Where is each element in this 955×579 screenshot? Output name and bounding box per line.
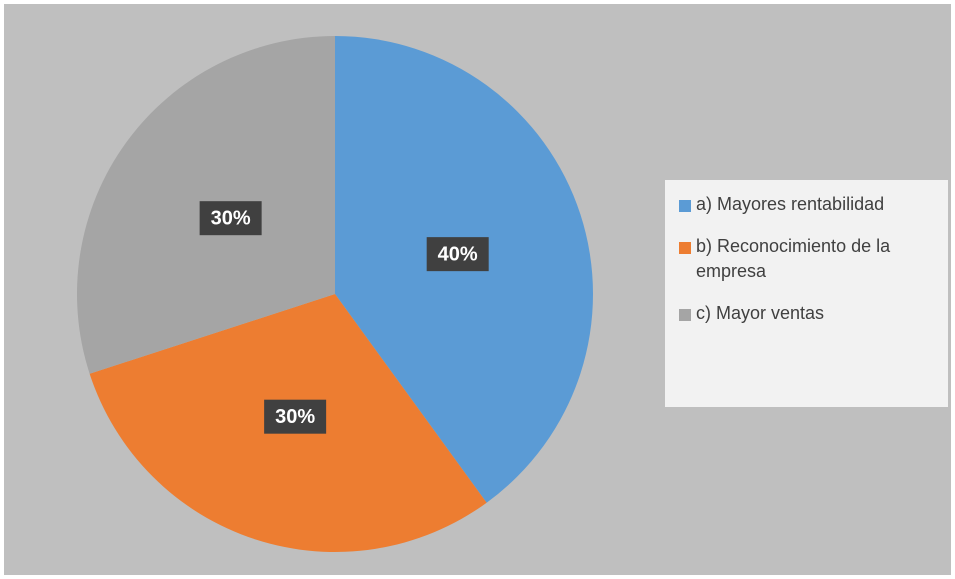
legend-label: a) Mayores rentabilidad [696, 194, 885, 214]
legend-entry: b) Reconocimiento de la empresa [679, 234, 940, 284]
legend-label: b) Reconocimiento de la empresa [696, 236, 891, 281]
legend-swatch [679, 309, 691, 321]
legend-swatch [679, 200, 691, 212]
legend-entry: c) Mayor ventas [679, 301, 940, 326]
data-label: 30% [199, 201, 262, 236]
data-label-text: 30% [275, 406, 315, 428]
legend-entry: a) Mayores rentabilidad [679, 192, 940, 217]
data-label-box [426, 237, 489, 272]
data-label-text: 30% [211, 207, 251, 229]
legend-swatch [679, 242, 691, 254]
data-label-text: 40% [438, 243, 478, 265]
legend-label: c) Mayor ventas [696, 303, 825, 323]
data-label-box [199, 201, 262, 236]
data-label: 30% [264, 399, 327, 434]
legend: a) Mayores rentabilidad b) Reconocimiento… [665, 180, 948, 407]
data-label: 40% [426, 237, 489, 272]
data-label-box [264, 399, 327, 434]
